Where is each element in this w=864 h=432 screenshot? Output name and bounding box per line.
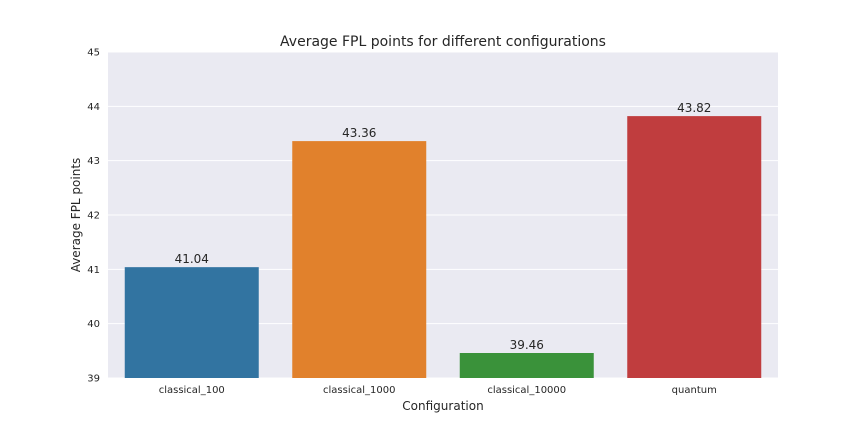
y-tick-label: 41 — [87, 265, 100, 276]
data-labels: 41.04 43.36 39.46 43.82 — [175, 101, 712, 352]
y-axis-label: Average FPL points — [69, 158, 83, 273]
data-label: 39.46 — [510, 338, 544, 352]
x-tick-label: classical_10000 — [487, 385, 566, 396]
data-label: 43.36 — [342, 126, 376, 140]
bars — [124, 116, 762, 378]
y-tick-label: 43 — [87, 156, 100, 167]
bar-classical-10000 — [459, 353, 594, 378]
y-tick-label: 39 — [87, 374, 100, 385]
y-tick-label: 44 — [87, 102, 100, 113]
bar-quantum — [627, 116, 762, 378]
chart-title: Average FPL points for different configu… — [280, 34, 606, 50]
data-label: 43.82 — [677, 101, 711, 115]
data-label: 41.04 — [175, 252, 209, 266]
y-tick-label: 40 — [87, 319, 100, 330]
bar-classical-100 — [124, 267, 259, 378]
x-tick-label: classical_100 — [159, 385, 225, 396]
x-axis-label: Configuration — [402, 399, 483, 413]
y-tick-label: 45 — [87, 48, 100, 59]
bar-classical-1000 — [292, 141, 427, 378]
x-tick-label: classical_1000 — [323, 385, 395, 396]
tick-labels: 39 40 41 42 43 44 45 classical_100 classical_100… — [87, 48, 717, 397]
y-tick-label: 42 — [87, 211, 100, 222]
x-tick-label: quantum — [672, 385, 717, 396]
